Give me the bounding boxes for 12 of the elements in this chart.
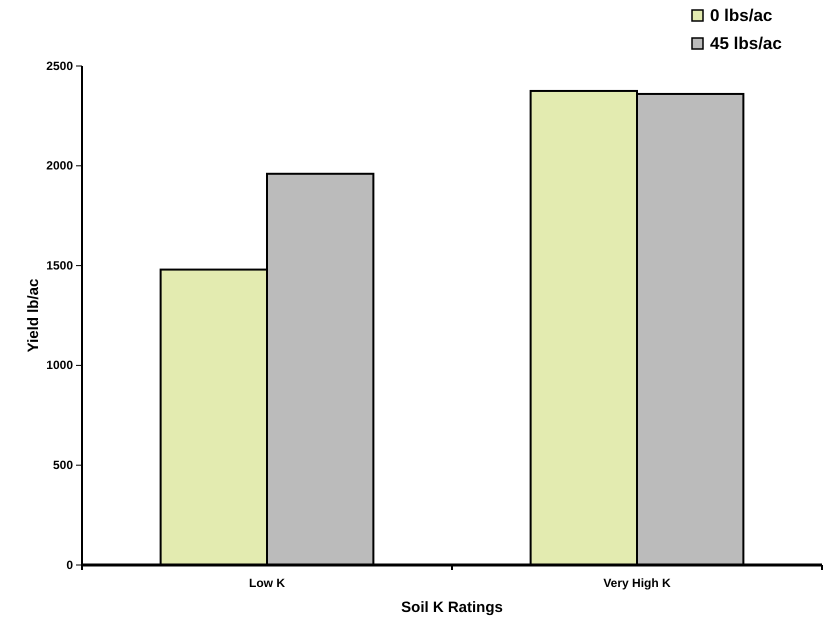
x-tick-label: Very High K [603,576,672,590]
legend-label: 45 lbs/ac [710,34,782,53]
y-tick-label: 1000 [46,358,74,372]
y-tick-label: 500 [52,458,74,472]
legend-label: 0 lbs/ac [710,6,772,25]
y-tick-label: 1500 [46,258,74,272]
x-axis-title: Soil K Ratings [401,599,503,616]
y-tick-label: 0 [66,558,74,572]
x-tick-label: Low K [249,576,286,590]
y-axis-title: Yield lb/ac [25,278,42,352]
y-tick-label: 2500 [46,58,74,73]
y-tick-label: 2000 [46,158,74,173]
